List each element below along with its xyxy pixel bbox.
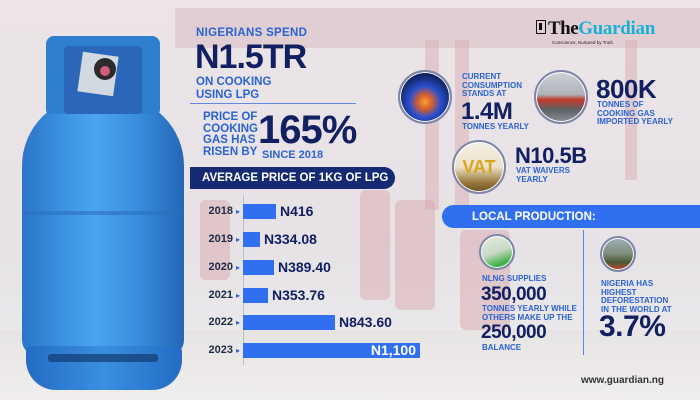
caret-right-icon: ▸ bbox=[235, 345, 240, 355]
deforestation-label-line: NIGERIA HAS bbox=[601, 279, 654, 288]
price-rise-label-line: RISEN BY bbox=[203, 145, 258, 158]
headline-subtext-line: ON COOKING bbox=[196, 76, 272, 88]
caret-right-icon: ▸ bbox=[235, 262, 240, 272]
deforestation-label-line: IN THE WORLD AT bbox=[601, 304, 672, 314]
vat-value: N10.5B bbox=[515, 143, 587, 168]
imports-label-line: IMPORTED YEARLY bbox=[597, 117, 674, 126]
chart-bar-row: 2020 ▸ N389.40 bbox=[196, 259, 331, 275]
gas-flame-icon bbox=[398, 70, 452, 124]
chart-bar-row: 2019 ▸ N334.08 bbox=[196, 231, 317, 247]
chart-bar bbox=[243, 203, 276, 219]
deforestation-label-line: HIGHEST bbox=[601, 287, 637, 297]
imports-label: TONNES OF COOKING GAS IMPORTED YEARLY bbox=[597, 100, 674, 127]
imports-value: 800K bbox=[596, 74, 657, 104]
vat-coins-icon: VAT bbox=[452, 140, 506, 194]
bar-year-label: 2020 bbox=[208, 261, 233, 273]
bar-value-label: N843.60 bbox=[339, 314, 392, 330]
vat-icon-text: VAT bbox=[462, 156, 496, 177]
chart-bar bbox=[243, 314, 335, 330]
tanker-truck-icon bbox=[534, 70, 588, 124]
deforestation-label-line: DEFORESTATION bbox=[601, 296, 669, 305]
price-rise-label-line: GAS HAS bbox=[203, 134, 256, 146]
background-pillar bbox=[425, 40, 439, 210]
lpg-cylinder-image bbox=[18, 36, 188, 392]
background-cylinder bbox=[395, 200, 435, 310]
caret-right-icon: ▸ bbox=[235, 206, 240, 216]
imports-label-line: COOKING GAS bbox=[597, 108, 655, 118]
bar-value-label: N1,100 bbox=[370, 341, 416, 358]
consumption-unit: TONNES YEARLY bbox=[462, 122, 529, 131]
price-rise-label: PRICE OF COOKING GAS HAS RISEN BY bbox=[203, 111, 258, 158]
nlng-middle-line: OTHERS MAKE UP THE bbox=[482, 312, 573, 322]
chart-bar: N1,100 bbox=[243, 341, 420, 358]
caret-right-icon: ▸ bbox=[235, 317, 240, 327]
background-pillar bbox=[625, 40, 637, 180]
nlng-value-2: 250,000 bbox=[481, 322, 547, 343]
deforestation-label: NIGERIA HAS HIGHEST DEFORESTATION IN THE… bbox=[601, 279, 672, 314]
headline-subtext-line: USING LPG bbox=[196, 88, 260, 101]
nlng-middle-line: TONNES YEARLY WHILE bbox=[482, 304, 577, 313]
chart-bar-row: 2021 ▸ N353.76 bbox=[196, 287, 325, 303]
bar-year-label: 2022 bbox=[208, 316, 233, 328]
logo-tagline: Conscience, Nurtured by Truth bbox=[552, 40, 614, 45]
caret-right-icon: ▸ bbox=[235, 290, 240, 300]
background-cylinder bbox=[360, 190, 390, 300]
bar-value-label: N389.40 bbox=[278, 259, 331, 275]
imports-label-line: TONNES OF bbox=[597, 100, 644, 109]
bar-year-label: 2018 bbox=[208, 205, 233, 217]
cylinder-ring bbox=[24, 211, 182, 215]
nlng-middle-text: TONNES YEARLY WHILE OTHERS MAKE UP THE bbox=[482, 304, 577, 322]
forest-fire-icon bbox=[600, 236, 636, 272]
guardian-logo: The Guardian bbox=[536, 18, 655, 40]
local-production-divider bbox=[583, 230, 584, 355]
headline-kicker: NIGERIANS SPEND bbox=[196, 27, 308, 39]
caret-right-icon: ▸ bbox=[235, 234, 240, 244]
chart-bar bbox=[243, 287, 268, 303]
price-rise-value: 165% bbox=[258, 108, 357, 152]
consumption-label-line: CURRENT bbox=[462, 72, 502, 81]
consumption-label: CURRENT CONSUMPTION STANDS AT bbox=[462, 72, 522, 99]
price-rise-label-line: PRICE OF bbox=[203, 111, 258, 123]
nlng-value: 350,000 bbox=[481, 284, 547, 305]
vat-label: VAT WAIVERS YEARLY bbox=[516, 166, 570, 184]
bar-year-label: 2021 bbox=[208, 289, 233, 301]
chart-bar bbox=[243, 231, 260, 247]
consumption-label-line: STANDS AT bbox=[462, 89, 507, 98]
bar-value-label: N334.08 bbox=[264, 231, 317, 247]
bar-value-label: N416 bbox=[280, 203, 314, 219]
nlng-label: NLNG SUPPLIES bbox=[482, 274, 547, 283]
price-rise-label-line: COOKING bbox=[203, 122, 258, 135]
vat-label-line: VAT WAIVERS bbox=[516, 166, 570, 175]
nlng-tail: BALANCE bbox=[482, 343, 522, 352]
guardian-emblem-icon bbox=[536, 20, 546, 34]
logo-text-the: The bbox=[548, 18, 579, 39]
chart-title: AVERAGE PRICE OF 1KG OF LPG bbox=[190, 167, 395, 189]
bar-year-label: 2019 bbox=[208, 233, 233, 245]
cylinder-base-slot bbox=[48, 354, 158, 362]
bar-value-label: N353.76 bbox=[272, 287, 325, 303]
cylinder-base bbox=[26, 346, 182, 390]
headline-subtext: ON COOKING USING LPG bbox=[196, 76, 271, 101]
consumption-value: 1.4M bbox=[461, 98, 513, 125]
local-production-header: LOCAL PRODUCTION: bbox=[442, 205, 700, 228]
chart-bar-row: 2022 ▸ N843.60 bbox=[196, 314, 392, 330]
background-cylinder bbox=[200, 200, 230, 280]
logo-text-guardian: Guardian bbox=[578, 18, 655, 39]
cylinder-valve-cap bbox=[100, 66, 110, 76]
chart-bar bbox=[243, 259, 274, 275]
divider bbox=[190, 103, 356, 104]
chart-axis-line bbox=[243, 195, 244, 365]
website-url[interactable]: www.guardian.ng bbox=[581, 375, 664, 386]
cylinder-body bbox=[22, 96, 184, 356]
vat-label-line: YEARLY bbox=[516, 174, 548, 184]
chart-bar-row: 2023 ▸ N1,100 bbox=[196, 342, 420, 358]
bar-year-label: 2023 bbox=[208, 344, 233, 356]
consumption-label-line: CONSUMPTION bbox=[462, 80, 522, 90]
deforestation-value: 3.7% bbox=[599, 310, 666, 343]
headline-amount: N1.5TR bbox=[195, 38, 307, 76]
price-rise-since: SINCE 2018 bbox=[262, 149, 324, 161]
nlng-plant-icon bbox=[479, 234, 515, 270]
chart-bar-row: 2018 ▸ N416 bbox=[196, 203, 314, 219]
